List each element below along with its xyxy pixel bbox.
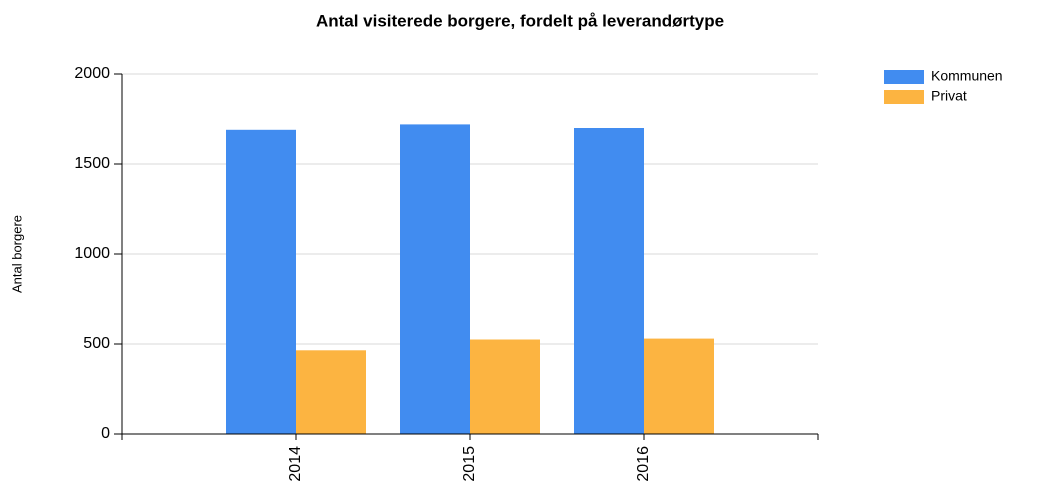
legend-label: Kommunen	[931, 68, 1003, 84]
legend-label: Privat	[931, 88, 967, 104]
y-tick-label: 0	[101, 425, 110, 442]
legend-swatch	[884, 70, 924, 84]
bar	[296, 350, 366, 434]
y-tick-label: 1000	[74, 245, 110, 262]
bar	[400, 124, 470, 435]
bar	[470, 339, 540, 434]
x-tick-label: 2016	[635, 446, 652, 482]
x-tick-label: 2015	[461, 446, 478, 482]
bar	[226, 129, 296, 435]
y-tick-label: 1500	[74, 155, 110, 172]
legend-swatch	[884, 90, 924, 104]
x-tick-label: 2014	[287, 446, 304, 482]
bar	[574, 128, 644, 434]
y-tick-label: 2000	[74, 65, 110, 82]
chart-title: Antal visiterede borgere, fordelt på lev…	[316, 11, 724, 30]
bar	[644, 338, 714, 434]
y-axis-label: Antal borgere	[9, 215, 24, 293]
y-tick-label: 500	[83, 335, 110, 352]
